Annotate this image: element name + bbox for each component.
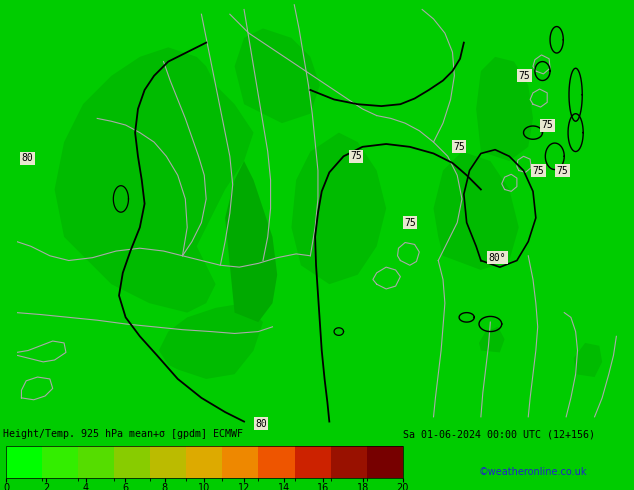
Polygon shape	[225, 161, 277, 322]
Polygon shape	[574, 343, 602, 377]
Text: Height/Temp. 925 hPa mean+σ [gpdm] ECMWF: Height/Temp. 925 hPa mean+σ [gpdm] ECMWF	[3, 429, 243, 440]
Text: 75: 75	[519, 71, 530, 81]
Text: 80°: 80°	[488, 253, 506, 263]
Text: 80: 80	[256, 419, 267, 429]
Text: 75: 75	[404, 218, 416, 228]
Text: 75: 75	[453, 142, 465, 152]
Text: 75: 75	[557, 166, 568, 175]
Text: ©weatheronline.co.uk: ©weatheronline.co.uk	[479, 467, 587, 477]
Polygon shape	[158, 303, 263, 379]
Polygon shape	[235, 28, 320, 123]
Polygon shape	[55, 48, 254, 313]
Polygon shape	[479, 327, 505, 352]
Polygon shape	[476, 57, 533, 161]
Polygon shape	[434, 151, 519, 270]
Text: 80: 80	[22, 153, 33, 163]
Text: 75: 75	[533, 166, 545, 175]
Polygon shape	[292, 133, 386, 284]
Text: 75: 75	[541, 120, 553, 130]
Text: 75: 75	[350, 151, 362, 161]
Text: Sa 01-06-2024 00:00 UTC (12+156): Sa 01-06-2024 00:00 UTC (12+156)	[403, 429, 595, 440]
